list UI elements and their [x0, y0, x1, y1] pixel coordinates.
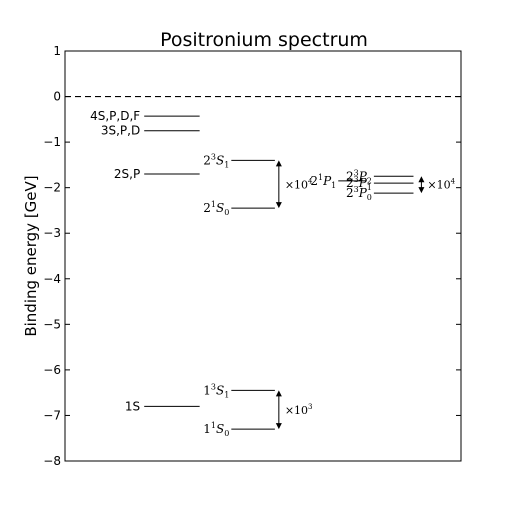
y-tick-label: −5 — [43, 317, 61, 331]
fine-structure-level-label: 11S0 — [203, 421, 229, 438]
fine-structure-level-label: 23P0 — [346, 185, 372, 202]
fine-structure-level-label: 13S1 — [203, 382, 229, 399]
scale-arrow-head-down — [418, 187, 425, 194]
chart-title: Positronium spectrum — [160, 29, 368, 51]
scale-arrow-head-up — [275, 160, 282, 167]
y-tick-label: −8 — [43, 454, 61, 468]
energy-level-label: 3S,P,D — [101, 124, 140, 138]
y-tick-label: −4 — [43, 272, 61, 286]
fine-structure-level-label: 23P2 — [346, 168, 372, 185]
y-tick-label: −3 — [43, 226, 61, 240]
energy-level-label: 1S — [125, 399, 140, 413]
scale-arrow-head-up — [418, 176, 425, 183]
y-tick-label: 1 — [53, 44, 61, 58]
fine-structure-level-label: 21S0 — [203, 200, 229, 217]
y-tick-label: −2 — [43, 181, 61, 195]
y-tick-label: −7 — [43, 408, 61, 422]
scale-factor-label: ×104 — [427, 178, 455, 192]
plot-frame — [64, 50, 462, 462]
fine-structure-level-label: 23P1 — [346, 175, 372, 192]
energy-level-label: 2S,P — [114, 167, 140, 181]
y-tick-label: −6 — [43, 363, 61, 377]
scale-arrow-head-down — [275, 423, 282, 430]
scale-arrow-head-down — [275, 202, 282, 209]
energy-level-label: 4S,P,D,F — [90, 109, 140, 123]
fine-structure-level-label: 23S1 — [203, 152, 229, 169]
plot-area: 1 0 −1 −2 −3 −4 −5 −6 −7 −8 4S,P,D,F3S,P,D 2S,P 1S 23… — [43, 44, 462, 468]
fine-structure-level-label: 21P1 — [310, 173, 336, 190]
scale-arrow-head-up — [275, 390, 282, 397]
scale-factor-label: ×103 — [285, 403, 313, 417]
scale-factor-label: ×104 — [285, 177, 313, 191]
y-tick-label: 0 — [53, 90, 61, 104]
y-tick-label: −1 — [43, 135, 61, 149]
y-axis-label: Binding energy [GeV] — [22, 175, 40, 336]
